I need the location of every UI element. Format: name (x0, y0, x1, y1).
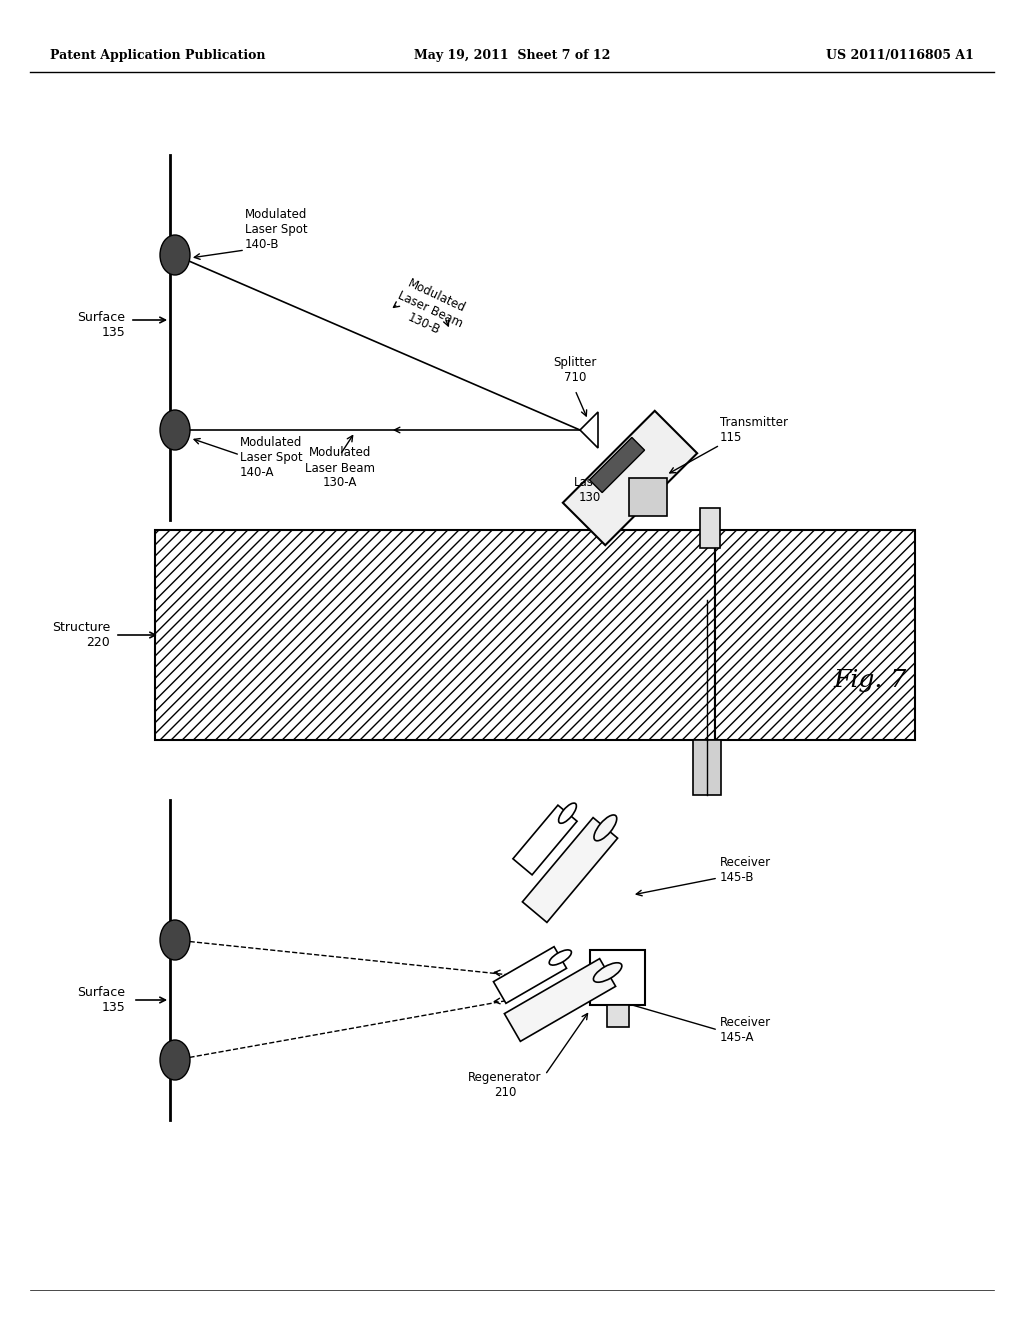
Text: Surface
135: Surface 135 (77, 312, 125, 339)
Text: Receiver
145-B: Receiver 145-B (720, 855, 771, 884)
Text: Modulated
Laser Beam
130-B: Modulated Laser Beam 130-B (389, 276, 471, 345)
Ellipse shape (160, 235, 190, 275)
Text: Patent Application Publication: Patent Application Publication (50, 49, 265, 62)
Polygon shape (580, 412, 598, 447)
Bar (700, 508, 720, 548)
Ellipse shape (549, 950, 571, 965)
Polygon shape (590, 437, 644, 492)
Ellipse shape (594, 814, 616, 841)
Ellipse shape (160, 1040, 190, 1080)
Ellipse shape (594, 962, 622, 982)
Text: Transmitter
115: Transmitter 115 (720, 416, 788, 444)
Text: Modulated
Laser Spot
140-A: Modulated Laser Spot 140-A (240, 437, 303, 479)
Ellipse shape (160, 411, 190, 450)
Text: Modulated
Laser Beam
130-A: Modulated Laser Beam 130-A (305, 446, 375, 490)
Polygon shape (494, 946, 566, 1003)
Text: Surface
135: Surface 135 (77, 986, 125, 1014)
Text: Modulated
Laser Spot
140-B: Modulated Laser Spot 140-B (245, 209, 307, 252)
Text: US 2011/0116805 A1: US 2011/0116805 A1 (826, 49, 974, 62)
Bar (715, 531, 915, 741)
Text: Fig. 7: Fig. 7 (834, 668, 906, 692)
Polygon shape (629, 478, 667, 516)
Ellipse shape (160, 920, 190, 960)
Bar (693, 741, 721, 795)
Ellipse shape (559, 803, 577, 824)
Polygon shape (505, 958, 615, 1041)
Bar (590, 950, 645, 1005)
Text: Splitter
710: Splitter 710 (553, 356, 597, 384)
Polygon shape (522, 817, 617, 923)
Bar (155, 531, 715, 741)
Text: May 19, 2011  Sheet 7 of 12: May 19, 2011 Sheet 7 of 12 (414, 49, 610, 62)
Text: Laser
130: Laser 130 (573, 477, 606, 504)
Polygon shape (563, 411, 697, 545)
Text: Regenerator
210: Regenerator 210 (468, 1071, 542, 1100)
Text: Structure
220: Structure 220 (52, 620, 110, 649)
Polygon shape (513, 805, 578, 875)
Bar (607, 1005, 629, 1027)
Text: Receiver
145-A: Receiver 145-A (720, 1016, 771, 1044)
